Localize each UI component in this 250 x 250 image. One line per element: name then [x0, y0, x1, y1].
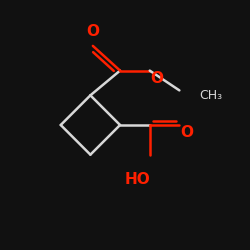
Text: HO: HO [124, 172, 150, 187]
Text: O: O [151, 70, 164, 86]
Text: O: O [86, 24, 99, 38]
Text: O: O [180, 125, 193, 140]
Text: CH₃: CH₃ [199, 89, 222, 102]
